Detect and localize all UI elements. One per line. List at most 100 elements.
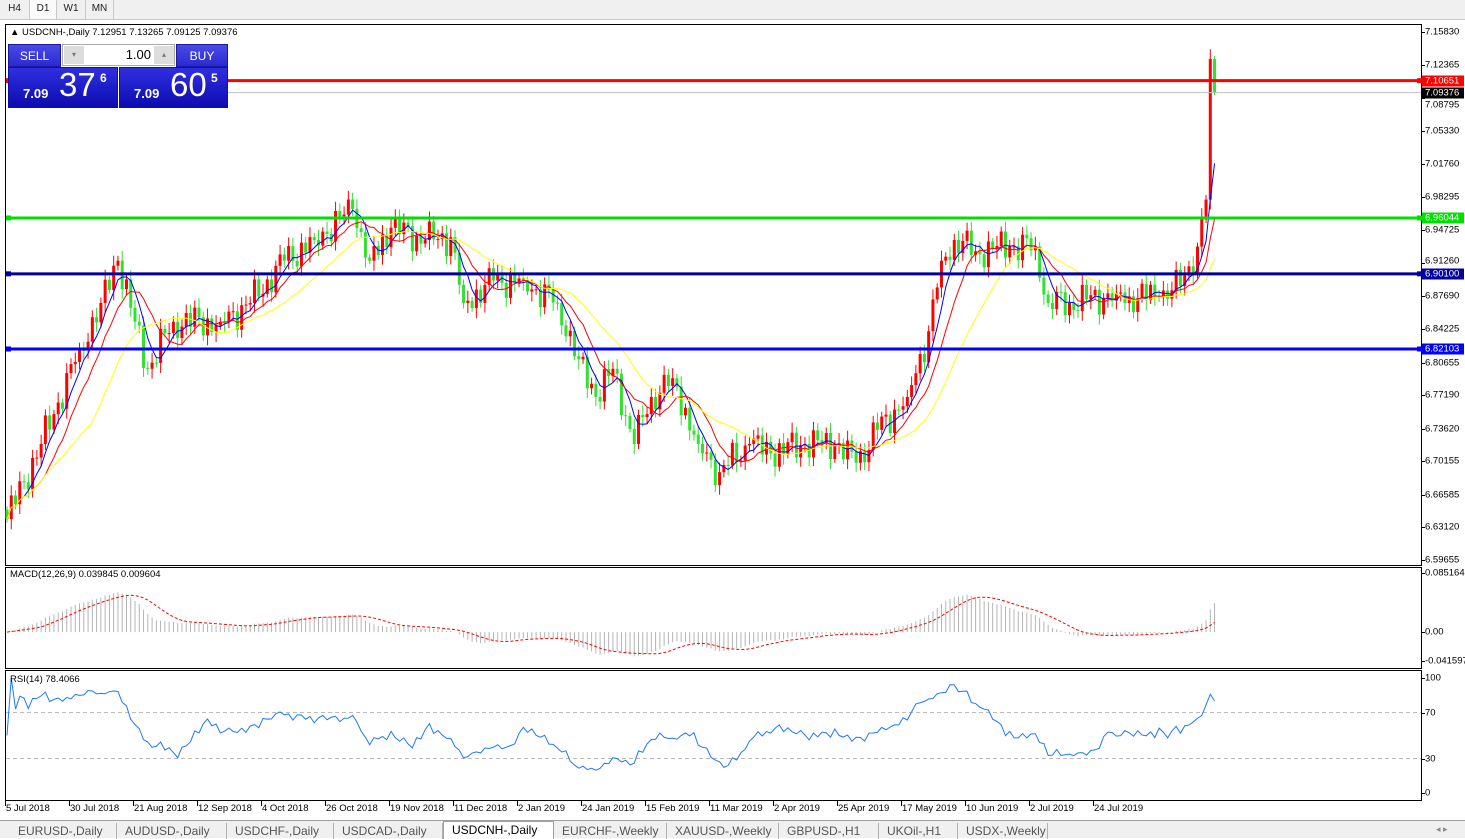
chart-tab[interactable]: UKOil-,H1 <box>879 823 958 839</box>
timeframe-w1[interactable]: W1 <box>57 0 86 19</box>
chart-tab[interactable]: EURCHF-,Weekly <box>554 823 667 839</box>
chart-tab[interactable]: GBPUSD-,H1 <box>779 823 879 839</box>
chart-tab[interactable]: AUDUSD-,Daily <box>117 823 227 839</box>
candle-body <box>875 422 879 430</box>
candle-body <box>619 373 623 416</box>
price-axis-label: 6.63120 <box>1425 521 1460 533</box>
hline-handle <box>1417 78 1422 84</box>
candle-body <box>154 362 158 364</box>
buy-button[interactable]: BUY <box>176 44 228 67</box>
candle-body <box>137 321 141 326</box>
candle-body <box>590 383 594 389</box>
candle-body <box>918 353 922 374</box>
time-axis-label: 21 Aug 2018 <box>134 803 188 814</box>
hline-price-label: 6.82103 <box>1422 343 1464 355</box>
candle-body <box>235 311 239 330</box>
volume-increase-button[interactable]: ▴ <box>154 46 174 64</box>
time-axis-label: 30 Jul 2018 <box>70 803 120 814</box>
rsi-panel[interactable] <box>5 670 1422 801</box>
timeframe-d1[interactable]: D1 <box>30 0 57 19</box>
candle-body <box>432 221 436 240</box>
candle-body <box>107 279 111 290</box>
candle-body <box>675 378 679 387</box>
chart-tab[interactable]: USDCNH-,Daily <box>443 821 554 839</box>
candle-body <box>1106 293 1110 298</box>
chart-tab[interactable]: XAUUSD-,Weekly <box>667 823 779 839</box>
hline-handle <box>6 271 11 277</box>
candle-body <box>368 257 372 261</box>
candle-body <box>1008 246 1012 258</box>
macd-label: MACD(12,26,9) 0.039845 0.009604 <box>10 569 161 580</box>
candle-body <box>240 305 244 330</box>
hline-price-label: 6.96044 <box>1422 212 1464 224</box>
chart-tab[interactable]: USDCAD-,Daily <box>334 823 443 839</box>
candle-body <box>180 326 184 339</box>
candle-body <box>543 284 547 308</box>
candle-body <box>560 302 564 326</box>
candle-body <box>1178 269 1182 287</box>
candle-body <box>227 311 231 322</box>
macd-axis-label: 0.00 <box>1425 626 1444 638</box>
price-axis-label: 6.59655 <box>1425 554 1460 566</box>
buy-price-box[interactable]: 7.09 60 5 <box>119 66 228 108</box>
volume-decrease-button[interactable]: ▾ <box>64 46 84 64</box>
price-tick <box>1421 64 1425 66</box>
ma-mid-line <box>6 218 1216 520</box>
candle-body <box>1097 289 1101 315</box>
candle-body <box>969 230 973 255</box>
candle-body <box>299 242 303 267</box>
timeframe-mn[interactable]: MN <box>86 0 114 19</box>
candle-body <box>496 272 500 281</box>
candle-body <box>210 318 214 332</box>
candle-body <box>282 254 286 261</box>
tab-scroll-arrows[interactable]: ◂ ▸ <box>1436 824 1448 834</box>
macd-axis-label: -0.041597 <box>1425 655 1465 667</box>
sell-price-box[interactable]: 7.09 37 6 <box>8 66 118 108</box>
candle-body <box>884 414 888 417</box>
candle-body <box>555 302 559 304</box>
candle-body <box>777 443 781 467</box>
candle-body <box>513 274 517 283</box>
candle-body <box>184 313 188 327</box>
chart-tab[interactable]: EURUSD-,Daily <box>10 823 117 839</box>
time-tick <box>5 801 6 806</box>
price-tick <box>1421 428 1425 430</box>
candle-body <box>1067 302 1071 316</box>
candle-body <box>863 451 867 463</box>
volume-input[interactable]: 1.00 <box>125 47 151 62</box>
sell-button[interactable]: SELL <box>8 44 61 67</box>
time-axis-label: 12 Sep 2018 <box>198 803 252 814</box>
candle-body <box>1089 295 1093 300</box>
candle-body <box>1038 246 1042 278</box>
time-tick <box>837 801 838 806</box>
candle-body <box>142 325 146 368</box>
hline-handle <box>6 215 11 221</box>
candle-body <box>389 227 393 248</box>
candle-body <box>445 233 449 256</box>
candle-body <box>1025 234 1029 239</box>
candle-body <box>713 459 717 486</box>
price-axis-label: 6.66585 <box>1425 489 1460 501</box>
candle-body <box>658 392 662 410</box>
candle-body <box>295 260 299 267</box>
candle-body <box>688 407 692 431</box>
buy-price-prefix: 7.09 <box>134 86 160 101</box>
time-axis-label: 15 Feb 2019 <box>646 803 700 814</box>
time-axis-label: 2 Jul 2019 <box>1030 803 1074 814</box>
chart-tab[interactable]: USDX-,Weekly <box>958 823 1048 839</box>
candle-body <box>351 199 355 209</box>
macd-panel[interactable] <box>5 567 1422 669</box>
candle-body <box>14 495 18 505</box>
price-tick <box>1421 527 1425 529</box>
candle-body <box>504 282 508 298</box>
chart-tab[interactable]: USDCHF-,Daily <box>227 823 334 839</box>
time-axis-label: 24 Jan 2019 <box>582 803 635 814</box>
timeframe-h4[interactable]: H4 <box>0 0 30 19</box>
candle-body <box>991 241 995 250</box>
candle-body <box>709 452 713 460</box>
candle-body <box>470 300 474 309</box>
price-tick <box>1421 230 1425 232</box>
main-chart-panel[interactable] <box>5 24 1422 566</box>
candle-body <box>436 239 440 241</box>
candle-body <box>701 443 705 454</box>
